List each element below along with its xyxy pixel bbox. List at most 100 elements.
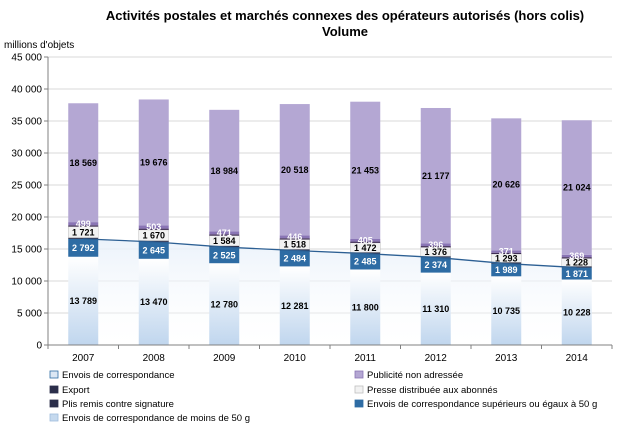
- x-tick-label: 2009: [213, 353, 236, 364]
- data-label: 12 780: [210, 299, 238, 309]
- legend-swatch: [354, 385, 364, 394]
- x-tick-label: 2012: [425, 353, 448, 364]
- data-label: 369: [569, 251, 584, 261]
- bar-segment: [420, 272, 451, 345]
- data-label: 396: [428, 240, 443, 250]
- bar-segment: [561, 254, 592, 258]
- bar-segment: [561, 257, 592, 259]
- bar-segment: [68, 222, 99, 226]
- legend-label: Publicité non adressée: [367, 370, 463, 381]
- bar-segment: [138, 228, 169, 230]
- data-label: 13 789: [69, 296, 97, 306]
- x-tick-label: 2010: [284, 353, 307, 364]
- chart-subtitle: Volume: [322, 24, 368, 39]
- x-tick-label: 2014: [566, 353, 589, 364]
- data-label: 1 584: [213, 236, 236, 246]
- bar-segment: [350, 241, 381, 243]
- data-label: 1 293: [495, 253, 518, 263]
- data-label: 1 472: [354, 243, 377, 253]
- legend-swatch: [49, 370, 59, 379]
- data-label: 471: [217, 228, 232, 238]
- data-label: 1 989: [495, 265, 518, 275]
- data-label: 499: [76, 219, 91, 229]
- y-tick-label: 40 000: [11, 85, 42, 96]
- bar-segment: [561, 267, 592, 280]
- bar-segment: [420, 246, 451, 248]
- data-label: 20 626: [492, 180, 520, 190]
- data-label: 1 228: [565, 258, 588, 268]
- data-label: 12 281: [281, 301, 309, 311]
- bar-segment: [68, 103, 99, 223]
- data-label: 11 310: [422, 304, 449, 314]
- bar-segment: [420, 257, 451, 273]
- y-tick-label: 0: [36, 341, 42, 352]
- data-label: 2 792: [72, 243, 95, 253]
- trend-line: [83, 238, 577, 269]
- legend: Envois de correspondance Publicité non ad…: [49, 370, 597, 424]
- data-label: 13 470: [140, 297, 168, 307]
- legend-swatch: [354, 399, 364, 408]
- bar-segment: [209, 247, 240, 264]
- data-label: 21 024: [563, 183, 591, 193]
- data-label: 2 645: [142, 246, 165, 256]
- bar-segment: [279, 104, 310, 236]
- y-axis-unit-label: millions d'objets: [4, 40, 74, 51]
- y-tick-label: 10 000: [11, 277, 42, 288]
- bar-segment: [138, 99, 169, 226]
- bar-segment: [68, 225, 99, 227]
- bar-segment: [491, 276, 522, 345]
- legend-label: Envois de correspondance: [62, 370, 175, 381]
- bar-segment: [138, 225, 169, 229]
- data-label: 18 984: [210, 166, 238, 176]
- data-label: 2 374: [424, 260, 447, 270]
- chart-title: Activités postales et marchés connexes d…: [106, 8, 584, 23]
- bar-segment: [138, 258, 169, 345]
- legend-label: Envois de correspondance de moins de 50 …: [62, 413, 250, 424]
- bar-segment: [491, 263, 522, 277]
- y-tick-label: 15 000: [11, 245, 42, 256]
- legend-label: Plis remis contre signature: [62, 399, 174, 410]
- x-tick-label: 2013: [495, 353, 518, 364]
- data-label: 1 721: [72, 227, 95, 237]
- legend-swatch: [49, 413, 59, 422]
- data-label: 21 453: [351, 166, 379, 176]
- y-tick-label: 45 000: [11, 53, 42, 64]
- bar-segment: [209, 263, 240, 345]
- legend-swatch: [49, 399, 59, 408]
- data-label: 1 871: [565, 269, 588, 279]
- bar-segment: [350, 101, 381, 240]
- bar-segment: [68, 256, 99, 345]
- legend-swatch: [354, 370, 364, 379]
- bar-segment: [350, 253, 381, 270]
- data-label: 1 376: [424, 247, 447, 257]
- data-label: 503: [146, 222, 161, 232]
- data-label: 18 569: [69, 158, 97, 168]
- bar-segment: [491, 252, 522, 255]
- bar-segment: [68, 238, 99, 257]
- axes: 0 5 000 10 000 15 000 20 000 25 000 30 000 35 0…: [11, 53, 613, 364]
- bar-segment: [561, 279, 592, 345]
- legend-swatch: [49, 385, 59, 394]
- data-label: 2 485: [354, 257, 377, 267]
- data-label: 11 800: [352, 302, 379, 312]
- data-label: 20 518: [281, 165, 309, 175]
- bar-segment: [68, 237, 99, 239]
- x-tick-label: 2008: [143, 353, 166, 364]
- data-label: 371: [499, 247, 514, 257]
- legend-label: Presse distribuée aux abonnés: [367, 385, 498, 396]
- y-tick-label: 25 000: [11, 181, 42, 192]
- y-tick-label: 30 000: [11, 149, 42, 160]
- x-tick-label: 2011: [354, 353, 376, 364]
- y-tick-label: 35 000: [11, 117, 42, 128]
- data-label: 2 525: [213, 250, 236, 260]
- bar-segment: [491, 250, 522, 253]
- bar-segment: [350, 269, 381, 345]
- bars: [68, 99, 592, 345]
- bar-segment: [420, 243, 451, 247]
- bar-segment: [561, 120, 592, 255]
- x-tick-label: 2007: [72, 353, 95, 364]
- bar-segment: [420, 107, 451, 244]
- bar-segment: [279, 250, 310, 267]
- data-label: 10 228: [563, 307, 591, 317]
